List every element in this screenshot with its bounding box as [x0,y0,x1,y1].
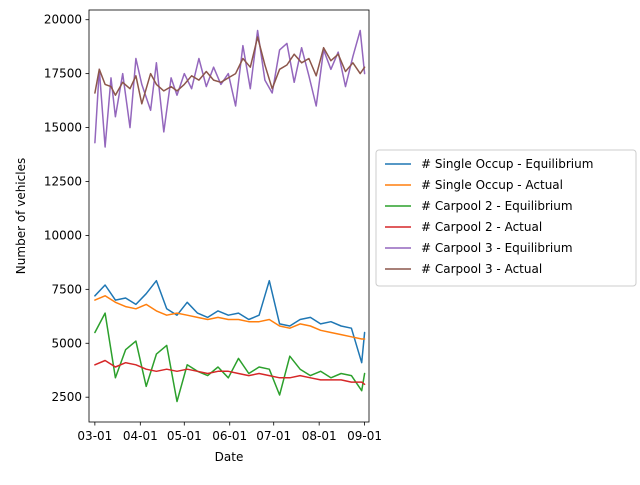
legend: # Single Occup - Equilibrium # Single Occ… [375,149,637,287]
legend-box [375,149,637,287]
y-tick-label: 7500 [51,282,82,296]
y-tick-label: 12500 [44,174,82,188]
x-axis-label: Date [215,450,244,464]
y-tick-label: 17500 [44,67,82,81]
x-tick-label: 05-01 [167,429,202,443]
legend-label: # Carpool 2 - Actual [421,220,542,234]
series-lines [94,29,366,403]
series-line-carpool-3-equilibrium [94,29,366,148]
y-tick-label: 15000 [44,121,82,135]
x-tick-label: 07-01 [256,429,291,443]
series-line-single-occup-actual [94,295,366,340]
legend-entries: # Single Occup - Equilibrium # Single Occ… [385,157,593,276]
x-tick-label: 08-01 [302,429,337,443]
legend-label: # Carpool 2 - Equilibrium [421,199,573,213]
legend-entry: # Single Occup - Actual [385,178,563,192]
legend-entry: # Carpool 2 - Equilibrium [385,199,573,213]
y-tick-label: 2500 [51,390,82,404]
legend-label: # Carpool 3 - Equilibrium [421,241,573,255]
x-tick-label: 09-01 [347,429,382,443]
y-tick-label: 20000 [44,13,82,27]
legend-entry: # Single Occup - Equilibrium [385,157,593,171]
x-axis-ticks: 03-01 04-01 05-01 06-01 07-01 08-01 09-01 [77,422,382,443]
axes [88,9,370,423]
legend-entry: # Carpool 3 - Equilibrium [385,241,573,255]
y-axis-ticks: 2500 5000 7500 10000 12500 15000 17500 20000 [44,13,89,404]
x-tick-label: 04-01 [123,429,158,443]
plot-area-frame [88,9,370,423]
legend-entry: # Carpool 3 - Actual [385,262,542,276]
x-tick-label: 03-01 [77,429,112,443]
y-tick-label: 10000 [44,228,82,242]
y-tick-label: 5000 [51,336,82,350]
legend-label: # Single Occup - Equilibrium [421,157,593,171]
series-line-carpool-2-equilibrium [94,312,366,403]
series-line-carpool-2-actual [94,359,366,386]
series-line-single-occup-equilibrium [94,279,366,364]
legend-entry: # Carpool 2 - Actual [385,220,542,234]
series-line-carpool-3-actual [94,36,366,105]
x-tick-label: 06-01 [212,429,247,443]
legend-label: # Single Occup - Actual [421,178,563,192]
y-axis-label: Number of vehicles [14,158,28,274]
legend-label: # Carpool 3 - Actual [421,262,542,276]
